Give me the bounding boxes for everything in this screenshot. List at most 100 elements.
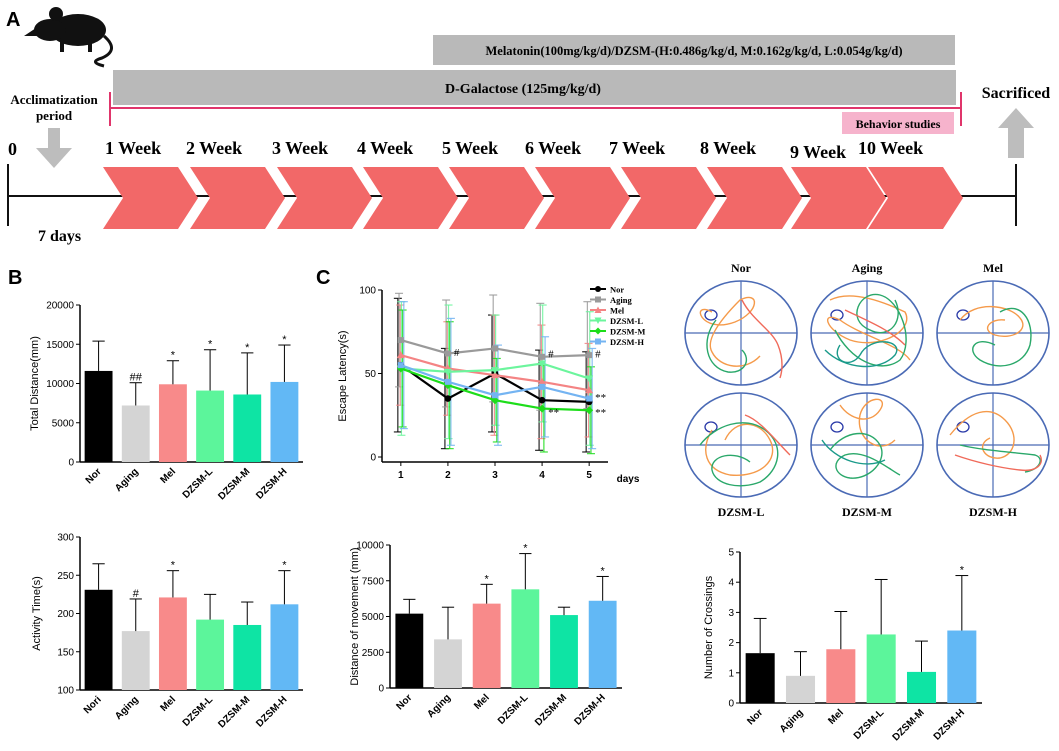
significance-mark: * [245, 342, 250, 354]
x-tick-label: 3 [492, 470, 498, 481]
bar [84, 589, 113, 690]
data-point [492, 345, 498, 352]
swim-path [972, 307, 1032, 367]
week-chevron [190, 167, 285, 229]
track-label: Aging [852, 261, 883, 275]
y-tick-label: 0 [728, 699, 734, 710]
y-tick-label: 100 [57, 686, 74, 697]
swim-path [827, 295, 911, 361]
category-label: DZSM-M [533, 692, 569, 728]
y-tick-label: 0 [370, 452, 376, 463]
category-label: DZSM-M [216, 466, 252, 502]
platform-marker [956, 309, 970, 321]
data-point [444, 395, 452, 402]
bar [866, 634, 896, 703]
swim-path [699, 296, 761, 367]
melatonin-dosing-label: Melatonin(100mg/kg/d)/DZSM-(H:0.486g/kg/… [485, 44, 902, 58]
week-label: 6 Week [525, 138, 581, 158]
category-label: DZSM-L [181, 466, 215, 500]
y-tick-label: 5 [728, 548, 734, 559]
week-label: 5 Week [442, 138, 498, 158]
swim-path [741, 299, 783, 379]
week-label: 3 Week [272, 138, 328, 158]
significance-mark: # [595, 348, 601, 360]
behavior-studies-box [842, 112, 954, 134]
melatonin-dosing-bar [433, 35, 955, 65]
category-label: Mel [158, 466, 178, 486]
week-label: 9 Week [790, 142, 846, 162]
bar [196, 390, 225, 462]
track-label: Nor [731, 261, 752, 275]
significance-mark: # [548, 348, 554, 360]
data-point [585, 386, 594, 394]
bar [826, 649, 856, 703]
bar [158, 384, 187, 462]
week-chevron [535, 167, 630, 229]
bar [434, 639, 462, 688]
y-tick-label: 15000 [46, 340, 74, 351]
x-axis-label: days [617, 474, 640, 485]
data-point [538, 377, 547, 385]
week-chevron [621, 167, 716, 229]
category-label: DZSM-H [573, 692, 608, 727]
data-point [396, 351, 405, 359]
bar [745, 653, 775, 703]
panel-label-b: B [8, 267, 22, 289]
y-tick-label: 250 [57, 571, 74, 582]
category-label: Nor [745, 707, 765, 727]
track-panel [684, 392, 798, 498]
week-chevrons: 1 Week 2 Week 3 Week 4 Week 5 Week 6 Week 7 We… [103, 138, 963, 229]
legend-label: Aging [610, 295, 632, 305]
timeline-start-label: 0 [8, 139, 17, 159]
bar [233, 394, 262, 462]
track-panel [936, 392, 1050, 498]
data-point [443, 368, 452, 376]
track-panel [936, 280, 1050, 386]
y-tick-label: 20000 [46, 301, 74, 312]
panel-label-c: C [316, 267, 330, 289]
legend-marker [595, 286, 601, 292]
panel-a: A Melatonin(100mg/kg/d)/DZSM-(H:0.486g/k… [6, 7, 1050, 245]
legend-label: DZSM-H [610, 337, 644, 347]
y-tick-label: 5000 [52, 418, 75, 429]
data-point [397, 337, 404, 344]
significance-mark: ## [130, 372, 143, 384]
data-point [491, 371, 499, 379]
track-label: DZSM-H [969, 505, 1018, 519]
category-label: Nor [394, 692, 414, 712]
chart-total-distance: 0 5000 10000 15000 20000 Nor ## Aging * Mel * DZSM-… [29, 301, 303, 502]
legend-label: Mel [610, 306, 625, 316]
bar [158, 597, 187, 690]
significance-mark: * [208, 339, 213, 351]
significance-mark: * [282, 334, 287, 346]
significance-mark: ** [548, 407, 559, 419]
bar [270, 604, 299, 690]
significance-mark: ** [595, 392, 606, 404]
legend-marker [594, 317, 602, 324]
behavior-studies-label: Behavior studies [856, 117, 941, 131]
category-label: Nor [84, 466, 104, 486]
bar [395, 613, 424, 688]
legend-marker [594, 306, 602, 313]
week-chevron [707, 167, 802, 229]
dgalactose-bar [113, 70, 956, 105]
y-tick-label: 4 [728, 578, 734, 589]
week-chevron [363, 167, 458, 229]
category-label: Nori [82, 694, 104, 716]
significance-mark: * [485, 573, 490, 585]
significance-mark: * [282, 560, 287, 572]
legend-marker [595, 296, 601, 303]
significance-mark: * [601, 565, 606, 577]
swim-path [959, 305, 1024, 337]
week-label: 10 Week [858, 138, 923, 158]
data-point [538, 396, 546, 404]
week-label: 2 Week [186, 138, 242, 158]
mouse-icon [24, 7, 113, 68]
panel-label-a: A [6, 9, 20, 31]
swim-path [706, 319, 747, 373]
acclimatization-label-1: Acclimatization [10, 92, 98, 107]
significance-mark: # [454, 347, 460, 359]
legend-label: Nor [610, 285, 624, 295]
acclimatization-label-2: period [36, 108, 73, 123]
legend-label: DZSM-L [610, 316, 643, 326]
